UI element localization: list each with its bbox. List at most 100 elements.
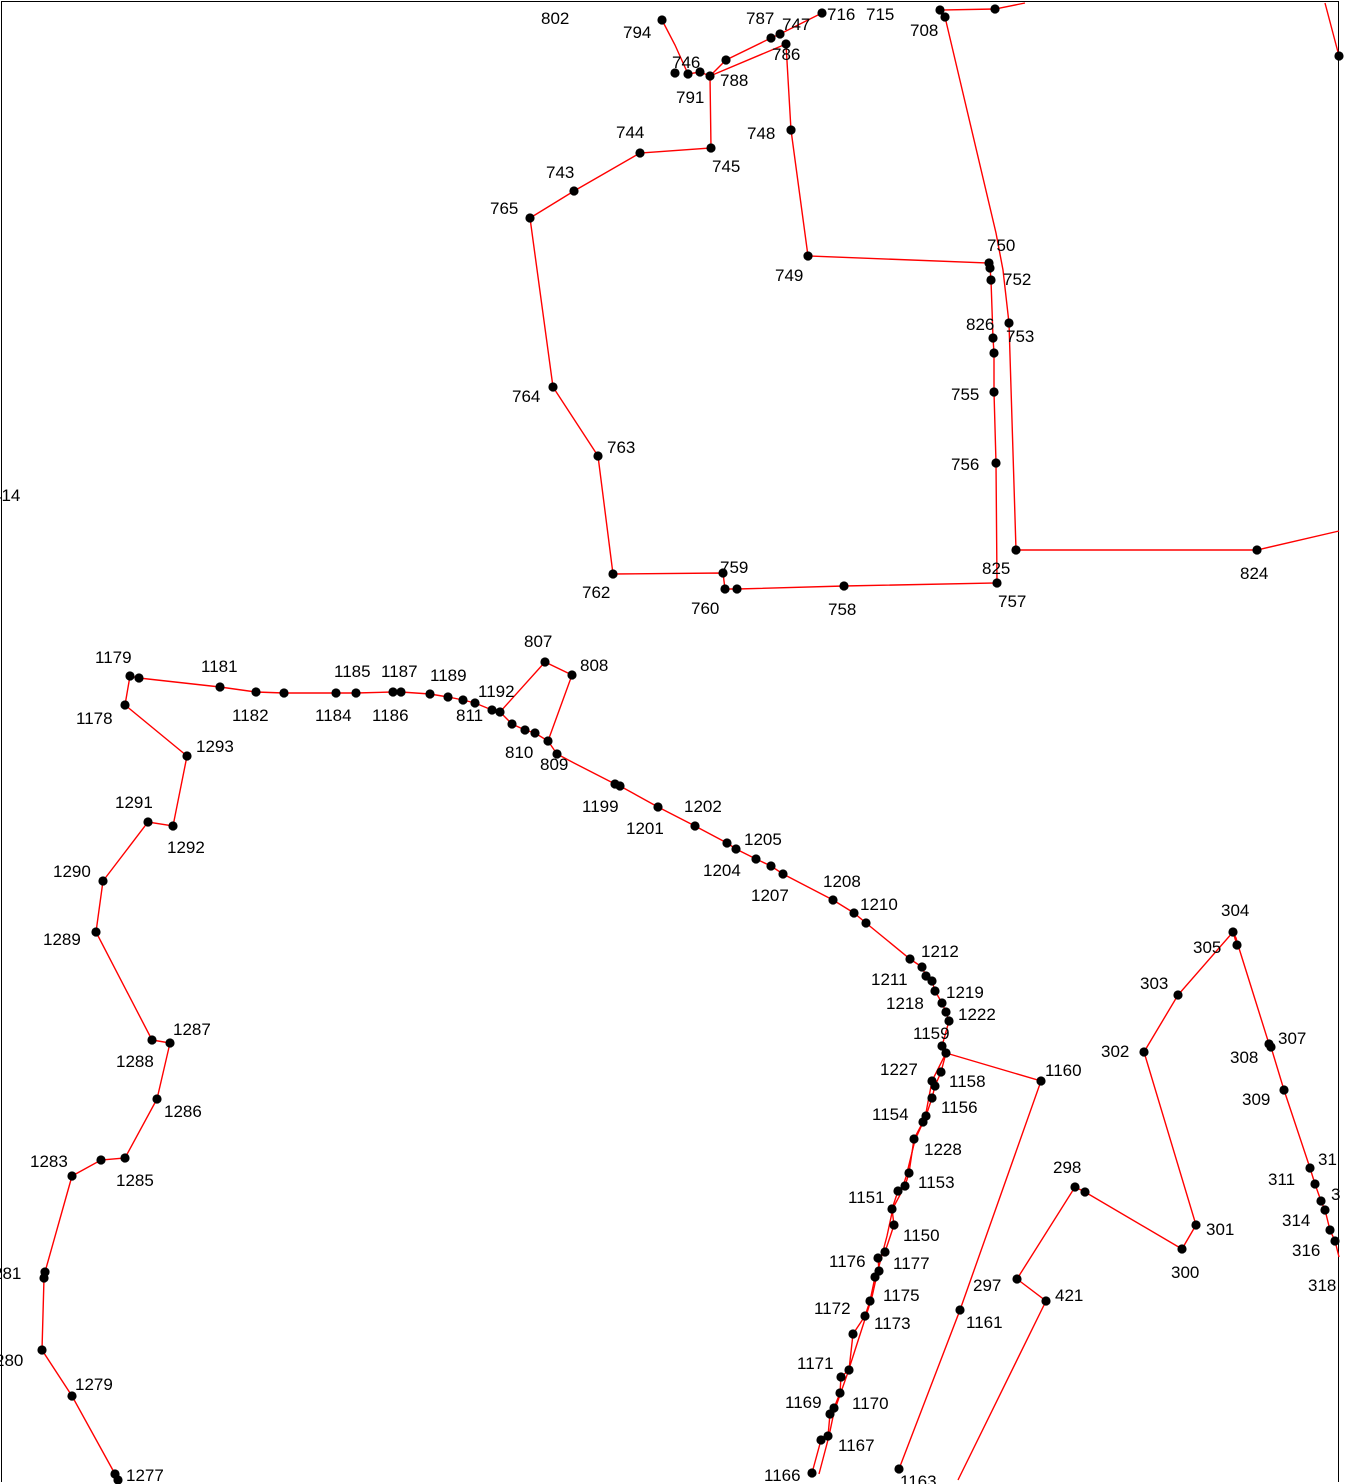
- survey-point-marker[interactable]: [39, 1273, 49, 1283]
- survey-point-marker[interactable]: [351, 688, 361, 698]
- survey-point-marker[interactable]: [593, 451, 603, 461]
- survey-point-marker[interactable]: [722, 838, 732, 848]
- survey-point-marker[interactable]: [865, 1296, 875, 1306]
- survey-point-marker[interactable]: [1177, 1244, 1187, 1254]
- survey-point-marker[interactable]: [880, 1247, 890, 1257]
- survey-point-marker[interactable]: [1041, 1296, 1051, 1306]
- survey-point-marker[interactable]: [215, 682, 225, 692]
- survey-point-marker[interactable]: [1320, 1205, 1330, 1215]
- survey-point-marker[interactable]: [936, 1067, 946, 1077]
- survey-point-marker[interactable]: [182, 751, 192, 761]
- survey-point-marker[interactable]: [1279, 1085, 1289, 1095]
- survey-point-marker[interactable]: [396, 687, 406, 697]
- survey-point-marker[interactable]: [1004, 318, 1014, 328]
- survey-point-marker[interactable]: [134, 673, 144, 683]
- survey-point-marker[interactable]: [91, 927, 101, 937]
- survey-point-marker[interactable]: [839, 581, 849, 591]
- survey-point-marker[interactable]: [1325, 1225, 1335, 1235]
- survey-point-marker[interactable]: [1305, 1163, 1315, 1173]
- survey-point-marker[interactable]: [807, 1468, 817, 1478]
- survey-point-marker[interactable]: [988, 333, 998, 343]
- survey-point-marker[interactable]: [1316, 1196, 1326, 1206]
- survey-point-marker[interactable]: [904, 1168, 914, 1178]
- survey-point-marker[interactable]: [279, 688, 289, 698]
- survey-point-marker[interactable]: [152, 1094, 162, 1104]
- survey-point-marker[interactable]: [848, 1329, 858, 1339]
- survey-point-marker[interactable]: [120, 700, 130, 710]
- survey-point-marker[interactable]: [487, 705, 497, 715]
- survey-point-marker[interactable]: [941, 1007, 951, 1017]
- survey-point-marker[interactable]: [507, 719, 517, 729]
- survey-point-marker[interactable]: [567, 670, 577, 680]
- survey-point-marker[interactable]: [1070, 1182, 1080, 1192]
- survey-point-marker[interactable]: [552, 749, 562, 759]
- survey-point-marker[interactable]: [388, 687, 398, 697]
- survey-point-marker[interactable]: [67, 1391, 77, 1401]
- survey-point-marker[interactable]: [1036, 1076, 1046, 1086]
- survey-point-marker[interactable]: [525, 213, 535, 223]
- survey-point-marker[interactable]: [927, 976, 937, 986]
- survey-point-marker[interactable]: [905, 954, 915, 964]
- survey-point-marker[interactable]: [955, 1305, 965, 1315]
- survey-point-marker[interactable]: [98, 876, 108, 886]
- survey-point-marker[interactable]: [861, 918, 871, 928]
- survey-point-marker[interactable]: [520, 725, 530, 735]
- survey-point-marker[interactable]: [766, 861, 776, 871]
- survey-point-marker[interactable]: [985, 263, 995, 273]
- survey-point-marker[interactable]: [986, 275, 996, 285]
- survey-point-marker[interactable]: [1310, 1179, 1320, 1189]
- survey-point-marker[interactable]: [844, 1365, 854, 1375]
- survey-point-marker[interactable]: [1252, 545, 1262, 555]
- survey-point-marker[interactable]: [887, 1204, 897, 1214]
- survey-point-marker[interactable]: [113, 1475, 123, 1484]
- survey-point-marker[interactable]: [1011, 545, 1021, 555]
- survey-point-marker[interactable]: [653, 802, 663, 812]
- survey-point-marker[interactable]: [1232, 940, 1242, 950]
- survey-point-marker[interactable]: [695, 67, 705, 77]
- survey-point-marker[interactable]: [1266, 1042, 1276, 1052]
- survey-point-marker[interactable]: [816, 1435, 826, 1445]
- survey-point-marker[interactable]: [443, 692, 453, 702]
- survey-point-marker[interactable]: [731, 844, 741, 854]
- survey-point-marker[interactable]: [860, 1311, 870, 1321]
- survey-point-marker[interactable]: [944, 1016, 954, 1026]
- survey-point-marker[interactable]: [165, 1038, 175, 1048]
- survey-point-marker[interactable]: [941, 1048, 951, 1058]
- survey-point-marker[interactable]: [569, 186, 579, 196]
- survey-point-marker[interactable]: [732, 584, 742, 594]
- survey-point-marker[interactable]: [1334, 51, 1344, 61]
- survey-point-marker[interactable]: [540, 657, 550, 667]
- survey-point-marker[interactable]: [1228, 927, 1238, 937]
- survey-point-marker[interactable]: [706, 143, 716, 153]
- survey-point-marker[interactable]: [909, 1134, 919, 1144]
- survey-point-marker[interactable]: [67, 1171, 77, 1181]
- survey-point-marker[interactable]: [608, 569, 618, 579]
- survey-point-marker[interactable]: [331, 688, 341, 698]
- survey-point-marker[interactable]: [1173, 990, 1183, 1000]
- survey-point-marker[interactable]: [781, 39, 791, 49]
- survey-point-marker[interactable]: [751, 854, 761, 864]
- survey-point-marker[interactable]: [615, 781, 625, 791]
- survey-point-marker[interactable]: [775, 29, 785, 39]
- survey-point-marker[interactable]: [817, 8, 827, 18]
- survey-point-marker[interactable]: [893, 1186, 903, 1196]
- survey-point-marker[interactable]: [143, 817, 153, 827]
- survey-point-marker[interactable]: [786, 125, 796, 135]
- survey-point-marker[interactable]: [870, 1272, 880, 1282]
- survey-point-marker[interactable]: [458, 695, 468, 705]
- survey-point-marker[interactable]: [889, 1220, 899, 1230]
- survey-point-marker[interactable]: [766, 33, 776, 43]
- survey-point-marker[interactable]: [251, 687, 261, 697]
- survey-point-marker[interactable]: [657, 15, 667, 25]
- survey-point-marker[interactable]: [147, 1035, 157, 1045]
- survey-point-marker[interactable]: [125, 671, 135, 681]
- survey-point-marker[interactable]: [849, 908, 859, 918]
- survey-point-marker[interactable]: [935, 5, 945, 15]
- survey-point-marker[interactable]: [96, 1155, 106, 1165]
- survey-point-marker[interactable]: [930, 1081, 940, 1091]
- survey-point-marker[interactable]: [1080, 1187, 1090, 1197]
- survey-point-marker[interactable]: [930, 986, 940, 996]
- survey-point-marker[interactable]: [823, 1431, 833, 1441]
- survey-point-marker[interactable]: [900, 1181, 910, 1191]
